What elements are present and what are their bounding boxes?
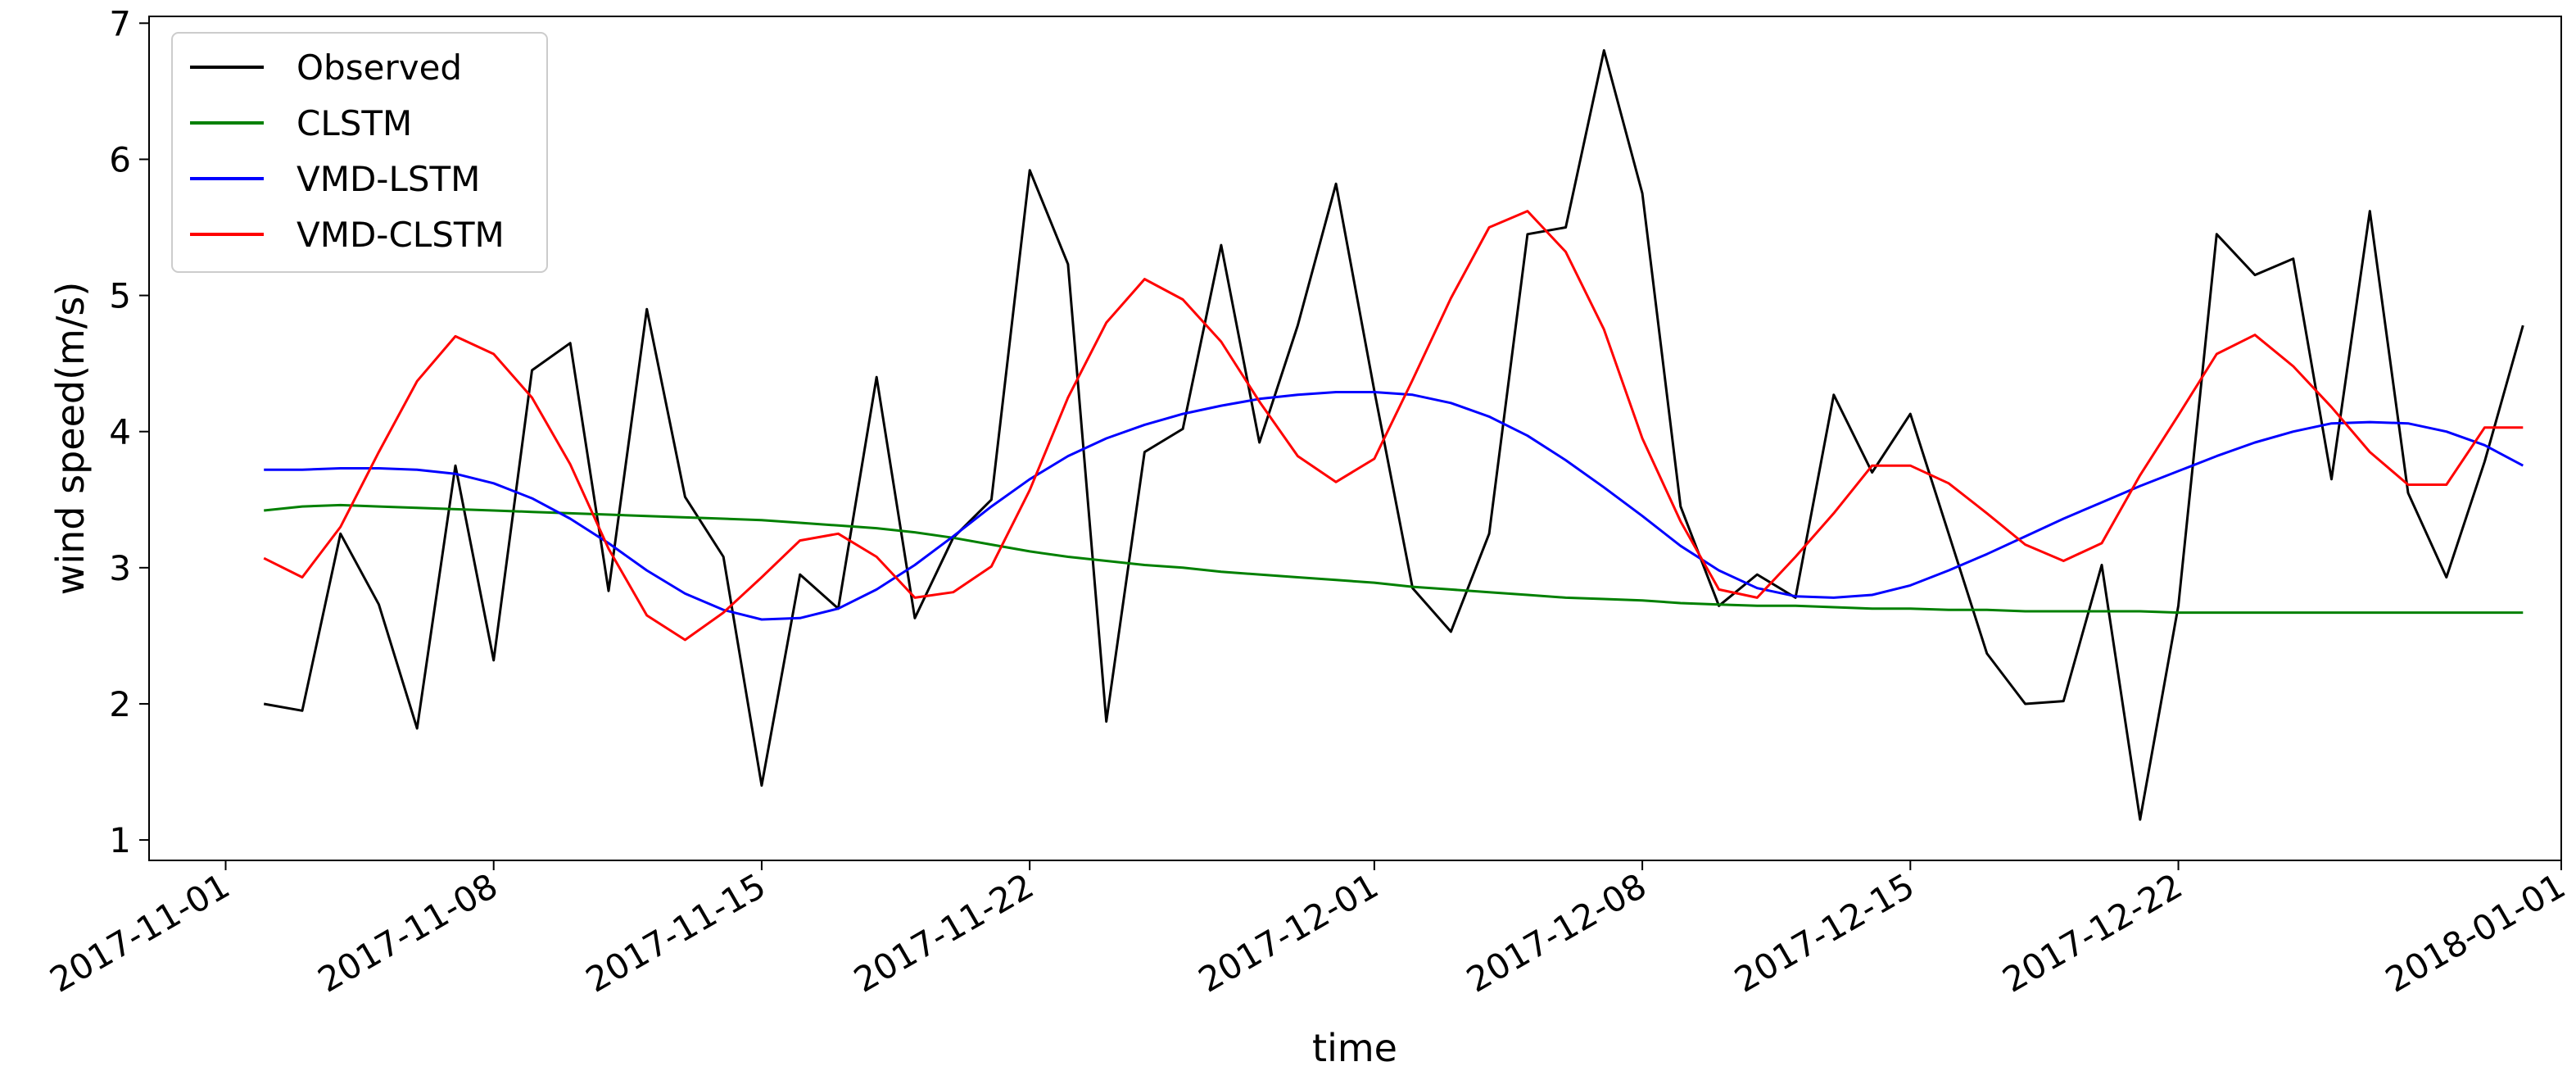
series-line-observed (263, 49, 2524, 821)
x-tick-label: 2017-11-15 (579, 865, 772, 1000)
legend-label: Observed (297, 48, 462, 88)
legend: Observed CLSTM VMD-LSTM VMD-CLSTM (171, 32, 548, 273)
x-tick-label: 2017-12-08 (1460, 865, 1653, 1000)
y-tick-label: 7 (109, 3, 131, 43)
y-tick-label: 6 (109, 139, 131, 179)
y-tick-label: 3 (109, 548, 131, 588)
x-axis-label: time (1312, 1026, 1397, 1070)
x-tick-label: 2017-11-01 (43, 865, 237, 1000)
y-tick-label: 4 (109, 412, 131, 452)
legend-label: CLSTM (297, 103, 412, 143)
series-line-vmd-clstm (263, 210, 2524, 642)
x-tick-label: 2017-12-01 (1192, 865, 1385, 1000)
x-tick-label: 2017-12-22 (1996, 865, 2189, 1000)
legend-label: VMD-LSTM (297, 159, 480, 199)
series-line-vmd-lstm (264, 391, 2524, 621)
plot-area-frame (148, 16, 2562, 861)
y-axis-label: wind speed(m/s) (48, 282, 93, 596)
series-line-clstm (264, 503, 2524, 615)
legend-label: VMD-CLSTM (297, 215, 505, 255)
x-tick-label: 2017-11-22 (847, 865, 1040, 1000)
x-tick-label: 2018-01-01 (2379, 865, 2572, 1000)
y-tick-label: 5 (109, 276, 131, 316)
y-tick-label: 2 (109, 684, 131, 724)
y-tick-label: 1 (109, 820, 131, 860)
series-lines (263, 49, 2524, 821)
legend-box (171, 32, 548, 273)
y-axis-ticks: 1 2 3 4 5 6 7 (109, 3, 149, 860)
x-axis-ticks: 2017-11-01 2017-11-08 2017-11-15 2017-11-22… (43, 860, 2572, 1001)
x-tick-label: 2017-11-08 (311, 865, 505, 1000)
x-tick-label: 2017-12-15 (1727, 865, 1921, 1000)
